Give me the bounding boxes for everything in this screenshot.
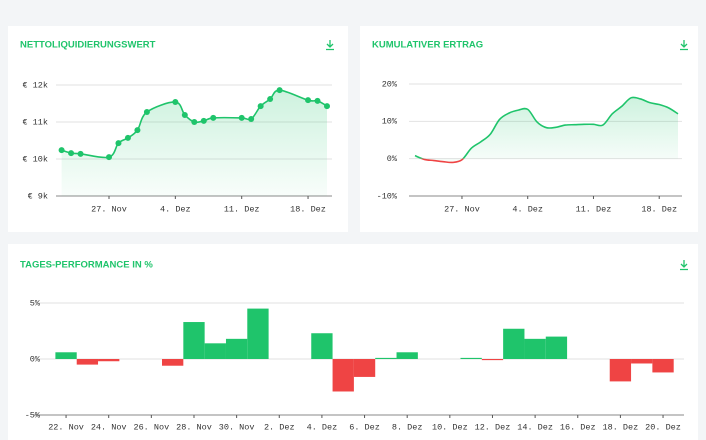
bar [55,352,77,359]
x-tick-label: 26. Nov [133,422,169,432]
y-tick-label: 10% [382,117,398,127]
y-tick-label: 0% [387,154,398,164]
marker [124,134,131,141]
download-button[interactable] [326,40,334,51]
y-tick-label: € 9k [28,191,48,201]
chart-title: TAGES-PERFORMANCE IN % [20,260,153,271]
x-tick-label: 27. Nov [444,204,480,214]
bar [524,338,546,359]
x-tick-label: 4. Dez [512,204,543,214]
line-negative [419,158,465,164]
download-button[interactable] [680,260,688,271]
marker [210,114,217,121]
x-tick-label: 6. Dez [349,422,380,432]
x-tick-label: 14. Dez [517,422,553,432]
bar [631,359,653,364]
x-tick-label: 4. Dez [307,422,338,432]
bar [545,336,568,359]
marker [267,96,274,103]
marker [200,117,207,124]
marker [68,150,75,157]
x-tick-label: 4. Dez [160,204,191,214]
bar [76,359,99,365]
x-tick-label: 2. Dez [264,422,295,432]
bar [162,359,184,366]
line [414,96,679,159]
x-tick-label: 12. Dez [475,422,511,432]
marker [305,97,312,104]
download-button[interactable] [680,40,688,51]
marker [191,119,198,125]
marker [105,154,112,161]
x-tick-label: 24. Nov [91,422,127,432]
y-tick-label: € 10k [22,154,48,164]
marker [276,87,283,94]
x-tick-label: 22. Nov [48,422,84,432]
bar [247,308,269,359]
chart-title: KUMULATIVER ERTRAG [372,40,483,51]
bar [311,333,333,359]
marker [115,140,122,147]
bar [481,359,504,361]
x-tick-label: 20. Dez [645,422,681,432]
marker [257,103,264,110]
marker [58,147,65,154]
x-tick-label: 18. Dez [603,422,639,432]
marker [134,127,141,134]
marker [181,111,188,118]
y-tick-label: -10% [377,191,398,201]
x-tick-label: 28. Nov [176,422,212,432]
x-tick-label: 16. Dez [560,422,596,432]
y-tick-label: € 12k [22,80,48,90]
y-tick-label: € 11k [22,117,48,127]
y-tick-label: 20% [382,79,398,89]
x-tick-label: 11. Dez [576,204,612,214]
area [415,97,678,163]
y-tick-label: -5% [25,410,41,420]
chart-title: NETTOLIQUIDIERUNGSWERT [20,40,156,51]
x-tick-label: 30. Nov [219,422,255,432]
bar [609,359,632,382]
bar [460,357,482,359]
marker [143,109,150,116]
x-tick-label: 18. Dez [641,204,677,214]
bar [353,359,376,377]
bar [503,328,525,359]
y-tick-label: 0% [30,354,41,364]
bar [204,343,226,359]
x-tick-label: 10. Dez [432,422,468,432]
bar [652,359,674,373]
area [61,90,327,196]
marker [77,150,84,157]
marker [238,114,245,121]
bar [98,359,120,362]
bar [183,322,205,359]
x-tick-label: 18. Dez [290,204,326,214]
x-tick-label: 27. Nov [91,204,127,214]
marker [172,99,179,106]
bar [332,359,354,392]
bar [225,338,248,359]
x-tick-label: 8. Dez [392,422,423,432]
bar [375,357,397,359]
bar [396,352,418,359]
y-tick-label: 5% [30,298,41,308]
marker [324,103,330,110]
marker [248,116,255,123]
card [8,244,698,440]
x-tick-label: 11. Dez [224,204,260,214]
marker [314,97,321,104]
